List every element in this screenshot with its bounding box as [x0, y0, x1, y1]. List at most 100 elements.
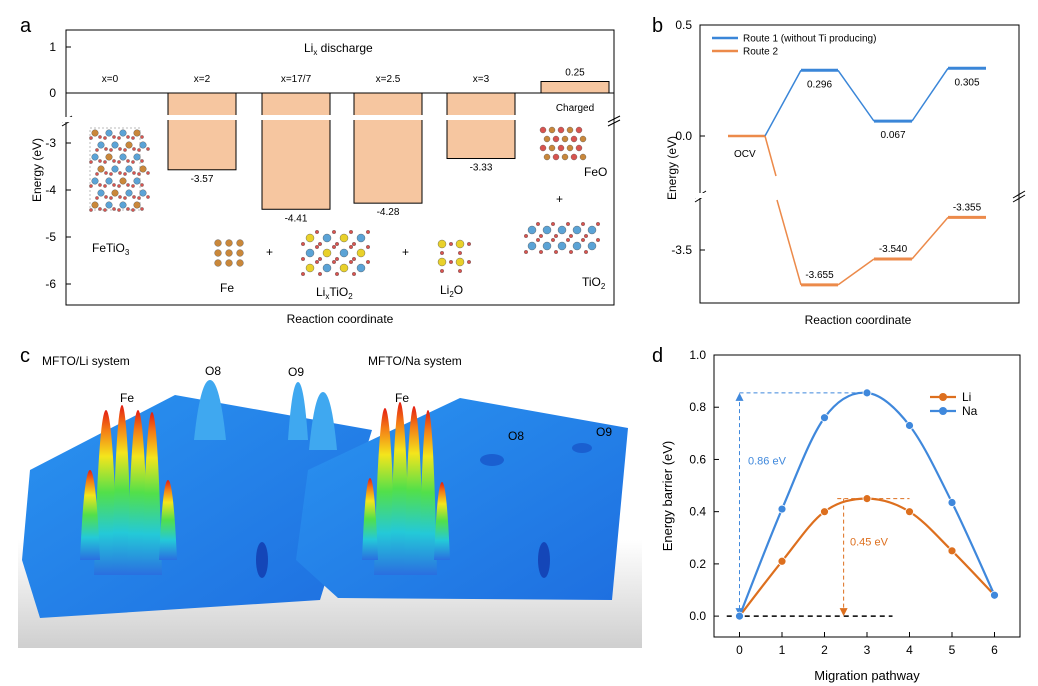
y-axis-label-a: Energy (eV): [30, 138, 44, 202]
data-point-li: [862, 494, 872, 504]
category-label-a: x=2: [194, 74, 211, 85]
series-line-li: [738, 497, 996, 617]
x-tick-label-d: 1: [779, 643, 786, 657]
y-tick-label-a: -3: [45, 136, 56, 150]
x-tick-label-d: 2: [821, 643, 828, 657]
legend-marker-d: [939, 393, 947, 401]
pes-peak: [309, 392, 337, 450]
bar-value-label-a: -3.57: [191, 174, 214, 185]
x-axis-label-b: Reaction coordinate: [805, 313, 912, 327]
y-axis-label-b: Energy (eV): [665, 136, 679, 200]
pes-peak: [419, 410, 437, 575]
fe-label: Fe: [220, 281, 234, 295]
data-point-li: [777, 556, 787, 566]
x-axis-label-a: Reaction coordinate: [287, 312, 394, 326]
bar-value-label-a: 0.25: [565, 68, 585, 79]
bar-a: [353, 92, 423, 204]
bar-a: [261, 92, 331, 210]
bar-a: [167, 92, 237, 171]
bar-value-label-a: -4.28: [377, 207, 400, 218]
panel-letter-a: a: [20, 15, 32, 37]
lixtio2-label: LixTiO2: [316, 285, 353, 301]
pes-peak: [434, 482, 450, 560]
axis-break-right: [607, 115, 621, 123]
y-tick-label-d: 1.0: [689, 348, 706, 362]
x-tick-label-d: 3: [864, 643, 871, 657]
panel-a-frame: [65, 29, 615, 306]
na-barrier-label: 0.86 eV: [748, 456, 787, 468]
bar-break-a: [167, 115, 237, 120]
legend-marker-d: [939, 407, 947, 415]
pes-dimple: [480, 454, 504, 466]
panel-b: b 0.5 0.0 -3.5 0.296 0.067 0.305 -3.655 -3.540…: [652, 15, 1026, 327]
feo-structure: [539, 126, 587, 161]
fetio3-label: FeTiO3: [92, 241, 130, 257]
panel-letter-c: c: [20, 345, 30, 367]
route1-connector: [837, 69, 875, 122]
route2-connector: [837, 258, 875, 286]
route1-connector: [911, 67, 949, 122]
x-tick-label-d: 5: [949, 643, 956, 657]
route2-connector: [764, 135, 777, 177]
ocv-label: OCV: [734, 149, 756, 160]
route2-value-label: -3.540: [879, 244, 908, 255]
y-tick-label-a: -4: [45, 183, 56, 197]
li-barrier-label: 0.45 eV: [850, 537, 889, 549]
route1-connector: [764, 69, 802, 137]
y-tick-label-d: 0.0: [689, 609, 706, 623]
route1-value-label: 0.296: [807, 79, 832, 90]
legend-label-d: Li: [962, 390, 971, 404]
data-point-na: [947, 498, 957, 507]
tio2-label: TiO2: [582, 275, 606, 291]
c-left-fe: Fe: [120, 391, 134, 405]
pes-peak: [362, 478, 378, 560]
bar-break-a: [353, 115, 423, 120]
li-arrow-head: [839, 608, 848, 617]
y-tick-label-a: -5: [45, 230, 56, 244]
pes-peak: [159, 480, 177, 560]
na-arrow-head: [735, 392, 744, 401]
li2o-structure: [437, 239, 472, 274]
y-tick-label-a: 0: [49, 86, 56, 100]
bar-value-label-a: -3.33: [470, 163, 493, 174]
pes-peak: [404, 406, 424, 575]
y-tick-label-a: 1: [49, 40, 56, 54]
y-tick-label-d: 0.4: [689, 505, 706, 519]
data-point-li: [820, 507, 829, 517]
plus-sign: +: [266, 245, 273, 259]
c-right-fe: Fe: [395, 391, 409, 405]
pes-dimple: [572, 443, 592, 453]
legend-label-b: Route 1 (without Ti producing): [743, 34, 876, 45]
c-right-o9: O9: [596, 425, 612, 439]
lixtio2-structure: [301, 229, 371, 277]
x-tick-label-d: 6: [991, 643, 998, 657]
panel-letter-d: d: [652, 345, 663, 367]
axis-break-right: [607, 119, 621, 127]
bar-a: [446, 92, 516, 160]
feo-label: FeO: [584, 165, 607, 179]
panel-a: a 1 0 -3 -4 -5 -6 Lix discharge x=0 x=2 -3.57 x=…: [20, 15, 621, 326]
route1-value-label: 0.067: [880, 130, 905, 141]
data-point-na: [862, 388, 872, 398]
panel-c: c MFTO/Li system MFTO/Na system Fe O8 O9…: [18, 345, 642, 648]
y-tick-label-a: -6: [45, 277, 56, 291]
category-label-a: x=17/7: [281, 74, 312, 85]
data-point-na: [777, 504, 787, 514]
pes-dimple: [538, 542, 550, 578]
x-axis-label-d: Migration pathway: [814, 668, 920, 683]
pes-peak: [80, 470, 100, 560]
c-right-o8: O8: [508, 429, 524, 443]
category-label-a: x=0: [102, 74, 119, 85]
bars-a: x=0 x=2 -3.57 x=17/7 -4.41 x=2.5 -4.28 x=3 -3.33…: [102, 68, 610, 224]
category-label-a: Charged: [556, 103, 594, 114]
pes-peak: [288, 382, 308, 440]
y-tick-label-b: -3.5: [671, 243, 692, 257]
series-line-na: [738, 391, 996, 617]
x-tick-label-d: 0: [736, 643, 743, 657]
panel-d: d 0.0 0.2 0.4 0.6 0.8 1.0 0 1 2 3 4 5 6 0.86 eV 0.45 …: [652, 345, 1021, 683]
pes-peak: [112, 405, 132, 575]
route2-connector: [776, 199, 802, 286]
panel-a-title: Lix discharge: [304, 41, 373, 57]
